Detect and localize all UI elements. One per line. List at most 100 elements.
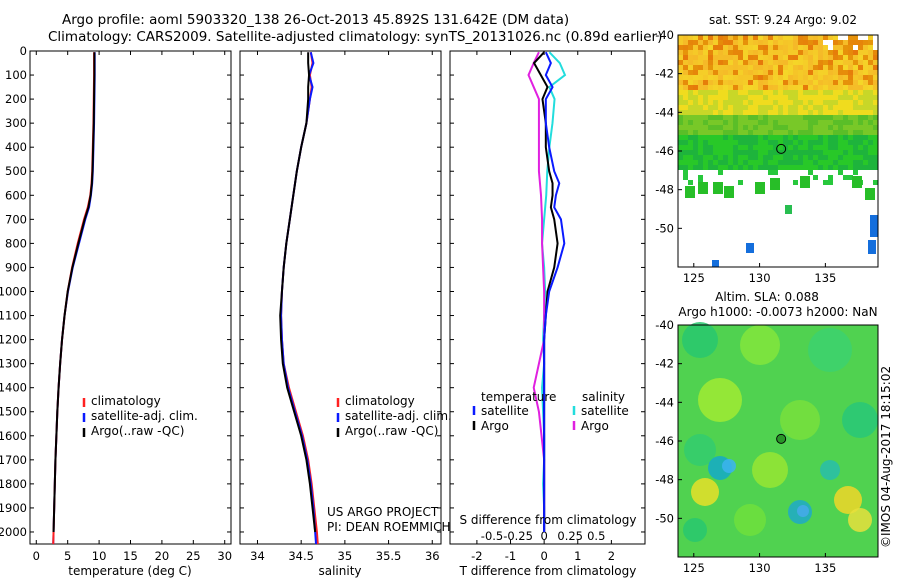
sst-pixel bbox=[828, 175, 833, 180]
sst-pixel bbox=[838, 45, 843, 50]
y-tick-label: 1500 bbox=[0, 405, 27, 419]
sst-pixel bbox=[838, 170, 843, 175]
sst-pixel bbox=[873, 70, 878, 75]
sst-pixel bbox=[843, 65, 848, 70]
sst-pixel bbox=[758, 110, 763, 115]
sst-pixel bbox=[763, 50, 768, 55]
sst-pixel bbox=[823, 75, 828, 80]
sst-pixel bbox=[718, 65, 723, 70]
sst-pixel bbox=[768, 80, 773, 85]
sst-pixel bbox=[863, 65, 868, 70]
sst-pixel bbox=[698, 145, 703, 150]
sst-pixel bbox=[763, 135, 768, 140]
sst-pixel bbox=[818, 95, 823, 100]
sst-pixel bbox=[698, 175, 703, 180]
sst-pixel bbox=[858, 115, 863, 120]
sst-pixel bbox=[863, 100, 868, 105]
sst-pixel bbox=[753, 125, 758, 130]
sst-pixel bbox=[843, 90, 848, 95]
x-tick-label: 10 bbox=[92, 549, 107, 563]
sst-pixel bbox=[778, 140, 783, 145]
sst-pixel bbox=[698, 182, 708, 194]
sst-pixel bbox=[723, 85, 728, 90]
sst-pixel bbox=[693, 90, 698, 95]
sst-pixel bbox=[678, 40, 683, 45]
sst-pixel bbox=[713, 65, 718, 70]
sst-pixel bbox=[813, 70, 818, 75]
sst-pixel bbox=[748, 75, 753, 80]
sst-pixel bbox=[853, 140, 858, 145]
sst-pixel bbox=[688, 40, 693, 45]
sst-pixel bbox=[688, 75, 693, 80]
sst-pixel bbox=[768, 75, 773, 80]
sst-pixel bbox=[868, 50, 873, 55]
sst-pixel bbox=[738, 80, 743, 85]
sst-pixel bbox=[753, 85, 758, 90]
sst-pixel bbox=[843, 155, 848, 160]
sst-pixel bbox=[718, 160, 723, 165]
sst-pixel bbox=[833, 135, 838, 140]
sst-pixel bbox=[718, 135, 723, 140]
sst-pixel bbox=[693, 95, 698, 100]
sst-pixel bbox=[743, 90, 748, 95]
sst-pixel bbox=[753, 145, 758, 150]
sst-pixel bbox=[678, 100, 683, 105]
salinity-axes-frame bbox=[239, 50, 442, 545]
sst-pixel bbox=[753, 65, 758, 70]
sst-pixel bbox=[788, 100, 793, 105]
sst-pixel bbox=[783, 70, 788, 75]
sst-pixel bbox=[708, 80, 713, 85]
legend-label: satellite bbox=[481, 404, 529, 418]
s-tick-label: -0.25 bbox=[503, 529, 533, 543]
sst-pixel bbox=[818, 90, 823, 95]
sst-pixel bbox=[788, 45, 793, 50]
sst-pixel bbox=[738, 150, 743, 155]
sst-pixel bbox=[728, 95, 733, 100]
sst-pixel bbox=[733, 110, 738, 115]
sst-pixel bbox=[868, 125, 873, 130]
sst-pixel bbox=[728, 145, 733, 150]
sst-pixel bbox=[713, 55, 718, 60]
sst-pixel bbox=[688, 65, 693, 70]
title-line-2: Climatology: CARS2009. Satellite-adjuste… bbox=[48, 29, 663, 45]
sst-pixel bbox=[853, 170, 858, 175]
sst-pixel bbox=[783, 100, 788, 105]
sst-pixel bbox=[688, 55, 693, 60]
sst-pixel bbox=[848, 35, 853, 40]
sst-pixel bbox=[683, 125, 688, 130]
sst-pixel bbox=[808, 55, 813, 60]
legend-heading-salinity: salinity bbox=[582, 390, 625, 404]
sst-pixel bbox=[753, 60, 758, 65]
sst-pixel bbox=[763, 105, 768, 110]
sst-pixel bbox=[683, 105, 688, 110]
sst-pixel bbox=[698, 60, 703, 65]
sst-pixel bbox=[833, 40, 838, 45]
sst-pixel bbox=[818, 115, 823, 120]
sst-pixel bbox=[773, 45, 778, 50]
sst-pixel bbox=[873, 120, 878, 125]
sst-pixel bbox=[813, 65, 818, 70]
sst-pixel bbox=[868, 165, 873, 170]
sst-pixel bbox=[708, 145, 713, 150]
sst-pixel bbox=[693, 70, 698, 75]
x-tick-label: -1 bbox=[505, 549, 516, 563]
sst-pixel bbox=[808, 170, 813, 175]
sst-pixel bbox=[738, 70, 743, 75]
sst-pixel bbox=[698, 125, 703, 130]
sst-pixel bbox=[803, 115, 808, 120]
sst-pixel bbox=[813, 165, 818, 170]
sst-pixel bbox=[853, 150, 858, 155]
sst-pixel bbox=[723, 55, 728, 60]
sst-pixel bbox=[843, 160, 848, 165]
sst-pixel bbox=[718, 110, 723, 115]
sst-pixel bbox=[693, 65, 698, 70]
sst-pixel bbox=[868, 75, 873, 80]
sst-pixel bbox=[843, 115, 848, 120]
sst-pixel bbox=[788, 35, 793, 40]
sst-pixel bbox=[818, 165, 823, 170]
sst-pixel bbox=[798, 90, 803, 95]
sst-pixel bbox=[798, 160, 803, 165]
sla-blob bbox=[848, 508, 872, 532]
sst-pixel bbox=[703, 75, 708, 80]
